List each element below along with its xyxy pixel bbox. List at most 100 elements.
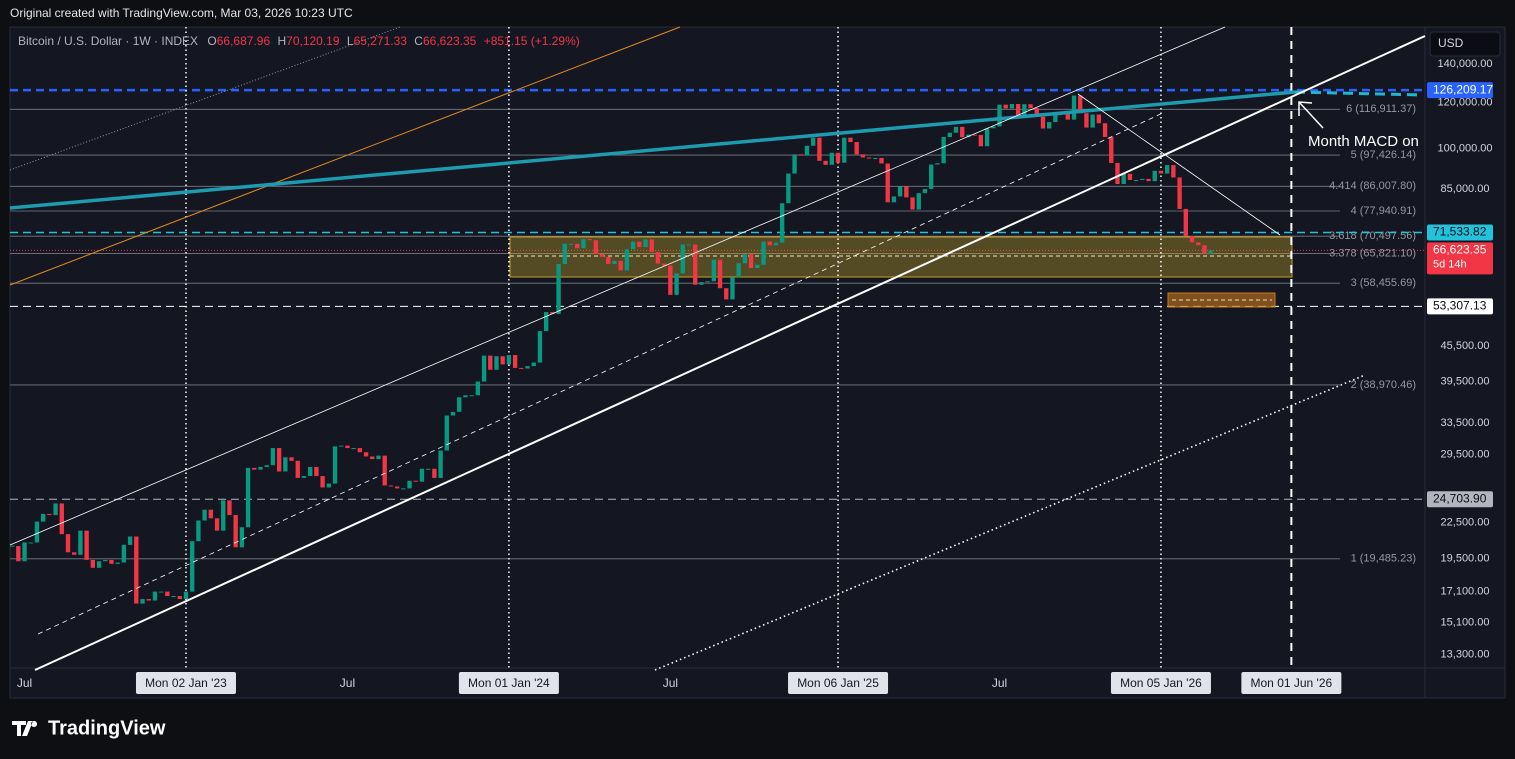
candle [208,509,213,519]
candle [817,137,822,161]
price-badge [1427,242,1493,275]
candle [655,251,661,264]
candle [960,126,965,138]
candle [1177,177,1182,209]
ohlc-key: C [414,34,423,48]
y-tick-label: 19,500.00 [1441,553,1490,565]
y-tick-label: 140,000.00 [1437,58,1492,70]
candle [879,157,884,164]
candle [929,164,934,189]
fib-levels: 6 (116,911.37) 5 (97,426.14) 4.414 (86,007… [10,88,1425,565]
candle [916,193,921,210]
candle [829,152,834,165]
x-tick-label: Mon 02 Jan '23 [145,676,227,690]
candle [1152,170,1157,182]
candle [345,445,350,449]
candle [680,244,685,274]
candle [562,243,567,265]
channel-lower [34,35,1426,671]
candle [1121,173,1126,185]
candles [9,95,1213,604]
candle [332,446,338,484]
candle [370,456,375,460]
candle [1146,178,1151,182]
level-label: 3 (58,455.69) [1351,277,1416,289]
candle [1189,236,1195,243]
candle [1053,112,1058,123]
candle [488,355,493,370]
level-label: 4 (77,940.91) [1351,205,1416,217]
x-tick-badge [1241,672,1342,694]
candle [252,467,257,470]
candle [811,137,816,146]
candle [550,312,555,315]
currency-button[interactable] [1429,31,1501,57]
candle [450,411,456,416]
candle [1133,179,1139,181]
candle [146,599,151,601]
ohlc-value: 70,120.19 [286,34,340,48]
candle [84,530,89,560]
candle [835,152,841,163]
candle [823,160,828,165]
annotation: Month MACD on [1308,133,1419,150]
candle [227,500,232,516]
candle [1196,242,1201,246]
candle [599,253,605,257]
candle [457,397,462,412]
candle [494,356,499,370]
candle [885,163,890,203]
x-tick-badge [788,672,889,694]
price-badge-label: 24,703.90 [1433,491,1487,505]
candle [606,256,611,265]
candle [320,476,325,488]
x-tick-label: Mon 01 Jun '26 [1251,676,1333,690]
level-label: 1 (19,485.23) [1351,553,1416,565]
candle [630,241,636,250]
candle [78,530,83,555]
candle [581,239,586,249]
y-tick-label: 17,100.00 [1441,585,1490,597]
y-tick-label: 13,300.00 [1441,649,1490,661]
candle [624,249,630,271]
candle [897,186,903,197]
x-tick-label: Mon 05 Jan '26 [1120,676,1202,690]
candle [407,480,412,489]
candle [1115,162,1120,185]
candle [314,466,319,477]
candle [152,591,158,601]
candle [53,503,58,516]
candle [525,366,530,369]
x-tick-label: Jul [663,676,678,690]
candle [748,254,754,269]
candle [711,259,717,282]
candle [1158,170,1164,174]
candle [779,203,785,243]
logo-mark [12,721,38,736]
y-tick-label: 45,500.00 [1441,340,1490,352]
candle [686,244,692,246]
currency-label[interactable]: USD [1438,36,1464,50]
candle [363,452,369,457]
ohlc-key: O [207,34,216,48]
candle [1009,104,1015,109]
candle [351,448,356,450]
candle [202,509,207,521]
candle [786,173,791,204]
candle [463,395,468,398]
trend-line [9,26,401,171]
y-tick-label: 120,000.00 [1437,97,1492,109]
candle [190,541,195,592]
candle [127,536,133,545]
price-badge-label: 53,307.13 [1433,299,1487,313]
x-tick-label: Mon 01 Jan '24 [468,676,550,690]
candle [997,104,1002,127]
candle [308,466,313,477]
candle [34,521,40,543]
candle [512,355,518,368]
price-badge [1427,298,1493,315]
candle [134,536,139,604]
candle [1096,114,1102,124]
candle [556,264,561,315]
candle [891,196,897,203]
